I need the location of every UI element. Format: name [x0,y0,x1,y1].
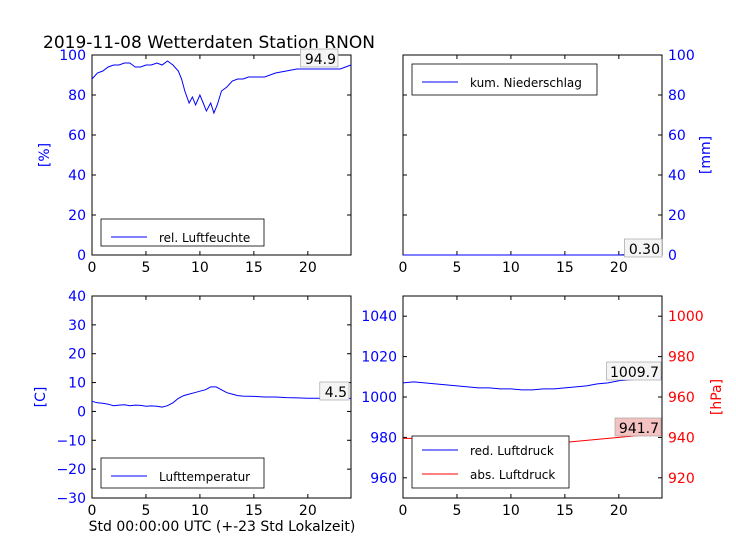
temperature-legend-label: Lufttemperatur [159,470,250,484]
pressure-ytick-right-label: 960 [668,390,695,406]
pressure-ytick-right-label: 1000 [668,309,704,325]
precipitation-ytick-label: 0 [668,248,677,264]
temperature-ylabel: [C] [33,387,49,408]
humidity-xtick-label: 10 [191,260,209,276]
temperature-ytick-label: −10 [56,433,86,449]
temperature-panel: 0 5 10 15 20 −30 −20 −10 0 10 20 30 40 [C] Lufttempera… [33,289,352,519]
temperature-ytick-label: 10 [68,376,86,392]
figure-xlabel: Std 00:00:00 UTC (+-23 Std Lokalzeit) [89,519,356,535]
pressure-xtick-label: 5 [452,503,461,519]
temperature-annotation-box [319,381,350,401]
humidity-panel: 0 5 10 15 20 0 20 40 60 80 100 [%] rel. Luftfeuchte 9… [37,48,352,276]
humidity-ytick-label: 100 [59,48,86,64]
temperature-xtick-label: 20 [299,503,317,519]
pressure-ytick-right-label: 920 [668,471,695,487]
humidity-xtick-label: 0 [88,260,97,276]
temperature-xtick-label: 5 [141,503,150,519]
temperature-frame [91,295,352,499]
pressure-xtick-label: 15 [556,503,574,519]
precipitation-annotation-box [624,238,663,258]
humidity-xtick-label: 5 [141,260,150,276]
pressure-ytick-label: 1020 [361,350,397,366]
pressure-ylabel: [hPa] [709,379,725,415]
precipitation-xtick-label: 10 [502,260,520,276]
temperature-ytick-label: 30 [68,318,86,334]
humidity-ylabel: [%] [37,143,53,167]
temperature-ytick-label: 20 [68,347,86,363]
precipitation-ylabel: [mm] [698,136,714,174]
pressure-xtick-label: 0 [399,503,408,519]
temperature-legend-box [100,457,265,489]
precipitation-xtick-label: 5 [452,260,461,276]
humidity-annotation: 94.9 [305,52,336,68]
precipitation-ytick-label: 60 [668,128,686,144]
pressure-ytick-right-label: 940 [668,430,695,446]
pressure-annotation-box [614,417,662,437]
temperature-ytick-label: 0 [77,404,86,420]
temperature-series-line [91,386,351,408]
humidity-legend-box [100,218,265,247]
pressure-ytick-label: 960 [370,471,397,487]
humidity-annotation-box [300,48,339,68]
pressure-panel: 0 5 10 15 20 960 980 1000 1020 1040 920 940 960 980 10… [361,295,725,519]
temperature-annotation: 4.5 [325,385,347,401]
precipitation-xtick-label: 15 [556,260,574,276]
precipitation-xtick-label: 0 [399,260,408,276]
humidity-xtick-label: 20 [299,260,317,276]
humidity-frame [91,54,352,256]
pressure-ytick-label: 1040 [361,309,397,325]
precipitation-ytick-label: 20 [668,208,686,224]
temperature-xtick-label: 15 [245,503,263,519]
humidity-xtick-label: 15 [245,260,263,276]
precipitation-annotation: 0.30 [629,242,660,258]
precipitation-legend-box [411,63,598,96]
temperature-ytick-label: −30 [56,491,86,507]
precipitation-ytick-label: 40 [668,168,686,184]
temperature-ytick-label: −20 [56,462,86,478]
humidity-ytick-label: 60 [68,128,86,144]
humidity-ytick-label: 0 [77,248,86,264]
pressure-annotation: 941.7 [619,421,659,437]
humidity-series-line [91,60,352,115]
pressure-xtick-label: 20 [610,503,628,519]
figure-title: 2019-11-08 Wetterdaten Station RNON [43,33,375,53]
humidity-ytick-label: 80 [68,88,86,104]
precipitation-ytick-label: 80 [668,88,686,104]
precipitation-ytick-label: 100 [668,48,695,64]
pressure-legend-label: abs. Luftdruck [470,468,555,482]
pressure-annotation-box [606,361,662,381]
pressure-xtick-label: 10 [502,503,520,519]
humidity-ytick-label: 40 [68,168,86,184]
pressure-legend-label: red. Luftdruck [470,444,554,458]
temperature-ytick-label: 40 [68,289,86,305]
humidity-legend-label: rel. Luftfeuchte [159,231,250,245]
pressure-legend-box [411,435,570,489]
temperature-xtick-label: 0 [88,503,97,519]
pressure-annotation: 1009.7 [610,365,659,381]
precipitation-legend-label: kum. Niederschlag [470,76,582,90]
temperature-xtick-label: 10 [191,503,209,519]
precipitation-xtick-label: 20 [610,260,628,276]
pressure-ytick-label: 980 [370,430,397,446]
pressure-series-line [402,376,663,391]
precipitation-panel: 0 5 10 15 20 0 20 40 60 80 100 [mm] kum. Niederschla… [399,48,714,276]
pressure-ytick-right-label: 980 [668,350,695,366]
humidity-ytick-label: 20 [68,208,86,224]
pressure-ytick-label: 1000 [361,390,397,406]
